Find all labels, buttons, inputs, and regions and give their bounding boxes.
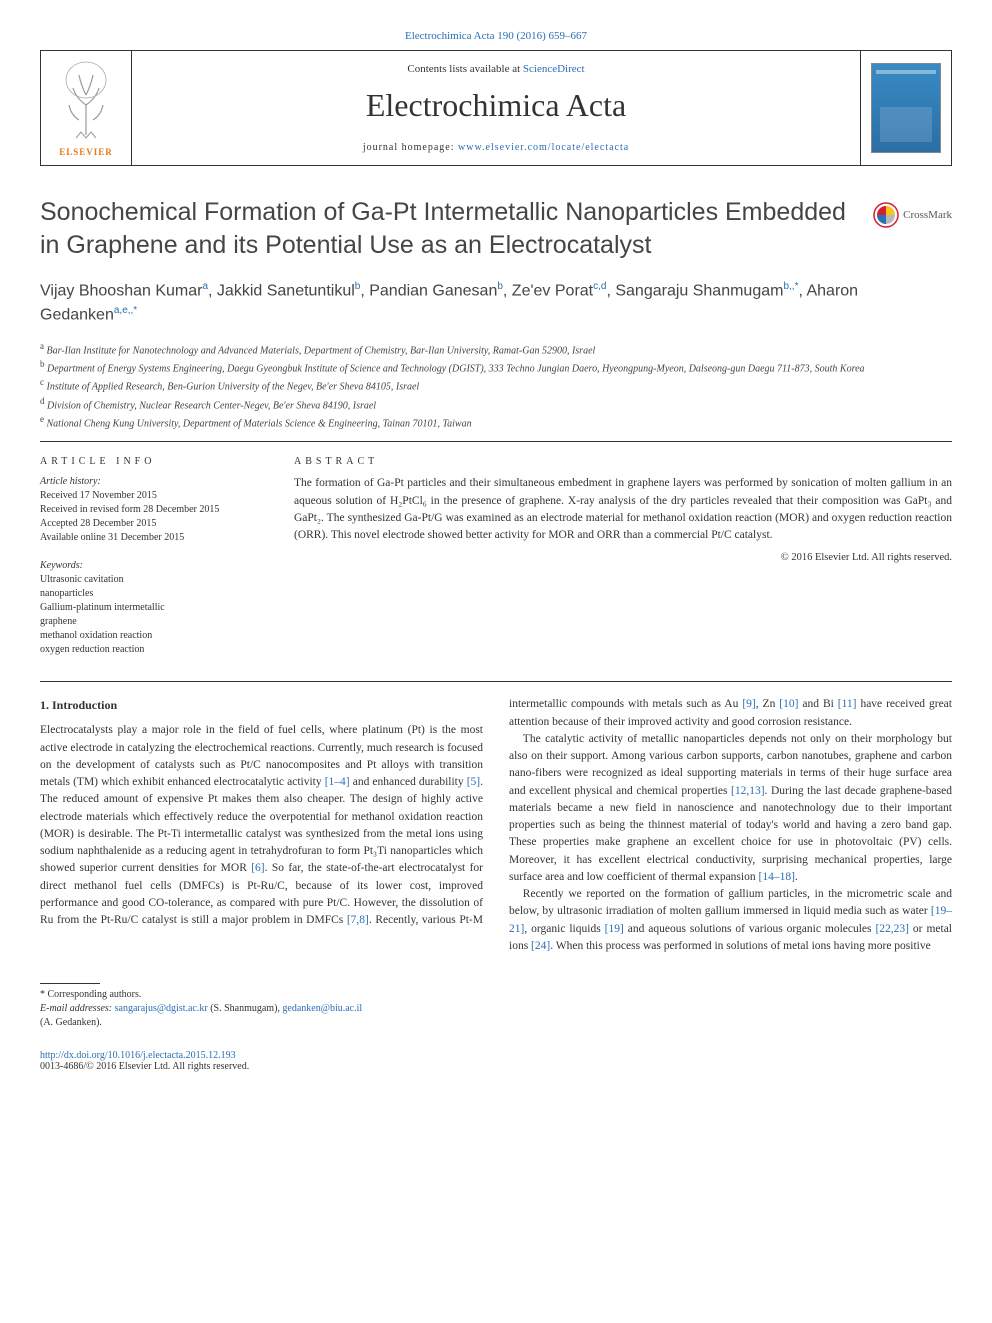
article-info-heading: ARTICLE INFO: [40, 456, 270, 467]
homepage-line: journal homepage: www.elsevier.com/locat…: [132, 142, 860, 153]
abstract-copyright: © 2016 Elsevier Ltd. All rights reserved…: [294, 552, 952, 563]
keywords-block: Keywords: Ultrasonic cavitationnanoparti…: [40, 559, 270, 657]
article-title: Sonochemical Formation of Ga-Pt Intermet…: [40, 196, 853, 261]
footer: * Corresponding authors. E-mail addresse…: [40, 983, 952, 1072]
affiliations: a Bar-Ilan Institute for Nanotechnology …: [40, 340, 952, 432]
divider: [40, 681, 952, 682]
body-para: Recently we reported on the formation of…: [509, 886, 952, 955]
footnote-rule: [40, 983, 100, 984]
author-name-ref: (S. Shanmugam),: [208, 1003, 283, 1014]
history-label: Article history:: [40, 475, 270, 489]
email-link[interactable]: sangarajus@dgist.ac.kr: [115, 1003, 208, 1014]
crossmark-label: CrossMark: [903, 209, 952, 221]
crossmark-icon: [873, 202, 899, 228]
contents-line: Contents lists available at ScienceDirec…: [132, 63, 860, 75]
ref-link[interactable]: [22,23]: [875, 923, 909, 935]
author-name-ref: (A. Gedanken).: [40, 1017, 102, 1028]
ref-link[interactable]: [7,8]: [347, 914, 369, 926]
ref-link[interactable]: [1–4]: [325, 776, 350, 788]
journal-header: ELSEVIER Contents lists available at Sci…: [40, 50, 952, 166]
corresponding-label: * Corresponding authors.: [40, 988, 952, 1002]
issn-copyright: 0013-4686/© 2016 Elsevier Ltd. All right…: [40, 1061, 952, 1072]
email-label: E-mail addresses:: [40, 1003, 115, 1014]
article-history-block: Article history: Received 17 November 20…: [40, 475, 270, 545]
citation-link[interactable]: Electrochimica Acta 190 (2016) 659–667: [40, 30, 952, 42]
ref-link[interactable]: [5]: [467, 776, 480, 788]
body-para: The catalytic activity of metallic nanop…: [509, 731, 952, 886]
abstract-text: The formation of Ga-Pt particles and the…: [294, 475, 952, 544]
section-heading: 1. Introduction: [40, 696, 483, 714]
doi-link[interactable]: http://dx.doi.org/10.1016/j.electacta.20…: [40, 1050, 236, 1061]
ref-link[interactable]: [6]: [251, 862, 264, 874]
ref-link[interactable]: [24]: [531, 940, 550, 952]
divider: [40, 441, 952, 442]
article-info-column: ARTICLE INFO Article history: Received 1…: [40, 456, 270, 671]
ref-link[interactable]: [14–18]: [758, 871, 794, 883]
journal-name: Electrochimica Acta: [132, 87, 860, 124]
email-link[interactable]: gedanken@biu.ac.il: [282, 1003, 362, 1014]
ref-link[interactable]: [10]: [779, 698, 798, 710]
homepage-link[interactable]: www.elsevier.com/locate/electacta: [458, 142, 629, 153]
crossmark-badge[interactable]: CrossMark: [873, 202, 952, 228]
elsevier-logo: ELSEVIER: [41, 51, 131, 165]
body-two-column: 1. Introduction Electrocatalysts play a …: [40, 696, 952, 955]
abstract-heading: ABSTRACT: [294, 456, 952, 467]
ref-link[interactable]: [9]: [742, 698, 755, 710]
keywords-label: Keywords:: [40, 559, 270, 573]
elsevier-text: ELSEVIER: [59, 147, 113, 157]
ref-link[interactable]: [12,13]: [731, 785, 765, 797]
abstract-column: ABSTRACT The formation of Ga-Pt particle…: [294, 456, 952, 671]
contents-text: Contents lists available at: [407, 63, 522, 75]
authors-list: Vijay Bhooshan Kumara, Jakkid Sanetuntik…: [40, 279, 952, 328]
sciencedirect-link[interactable]: ScienceDirect: [523, 63, 585, 75]
journal-cover-thumbnail: [861, 51, 951, 165]
ref-link[interactable]: [11]: [838, 698, 857, 710]
header-middle: Contents lists available at ScienceDirec…: [131, 51, 861, 165]
ref-link[interactable]: [19]: [605, 923, 624, 935]
email-line: E-mail addresses: sangarajus@dgist.ac.kr…: [40, 1002, 952, 1030]
homepage-label: journal homepage:: [363, 142, 458, 153]
elsevier-tree-icon: [51, 60, 121, 145]
